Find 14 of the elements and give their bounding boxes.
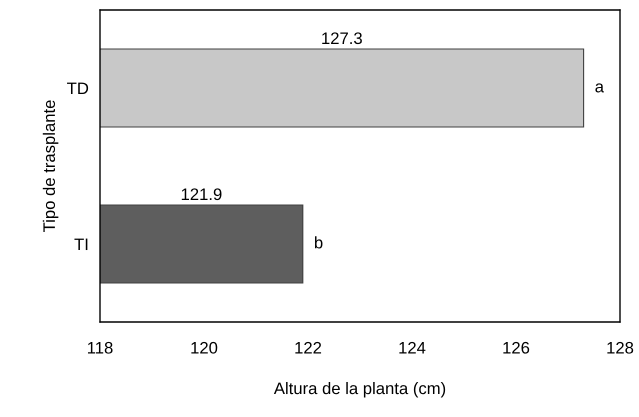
data-label: 121.9 xyxy=(182,188,222,200)
x-tick-label: 118 xyxy=(88,342,113,354)
annotation: b xyxy=(314,236,322,248)
y-axis-title: Tipo de trasplante xyxy=(42,100,58,232)
y-tick-label: TI xyxy=(74,238,88,250)
y-tick-label: TD xyxy=(67,82,88,94)
x-tick-label: 128 xyxy=(607,342,634,354)
annotation: a xyxy=(595,83,604,92)
x-tick-label: 124 xyxy=(399,342,426,354)
x-tick-label: 122 xyxy=(295,342,322,354)
x-tick-label: 126 xyxy=(503,342,530,354)
x-tick-label: 120 xyxy=(191,342,218,354)
x-axis-title: Altura de la planta (cm) xyxy=(274,382,446,398)
data-label: 127.3 xyxy=(322,32,362,44)
